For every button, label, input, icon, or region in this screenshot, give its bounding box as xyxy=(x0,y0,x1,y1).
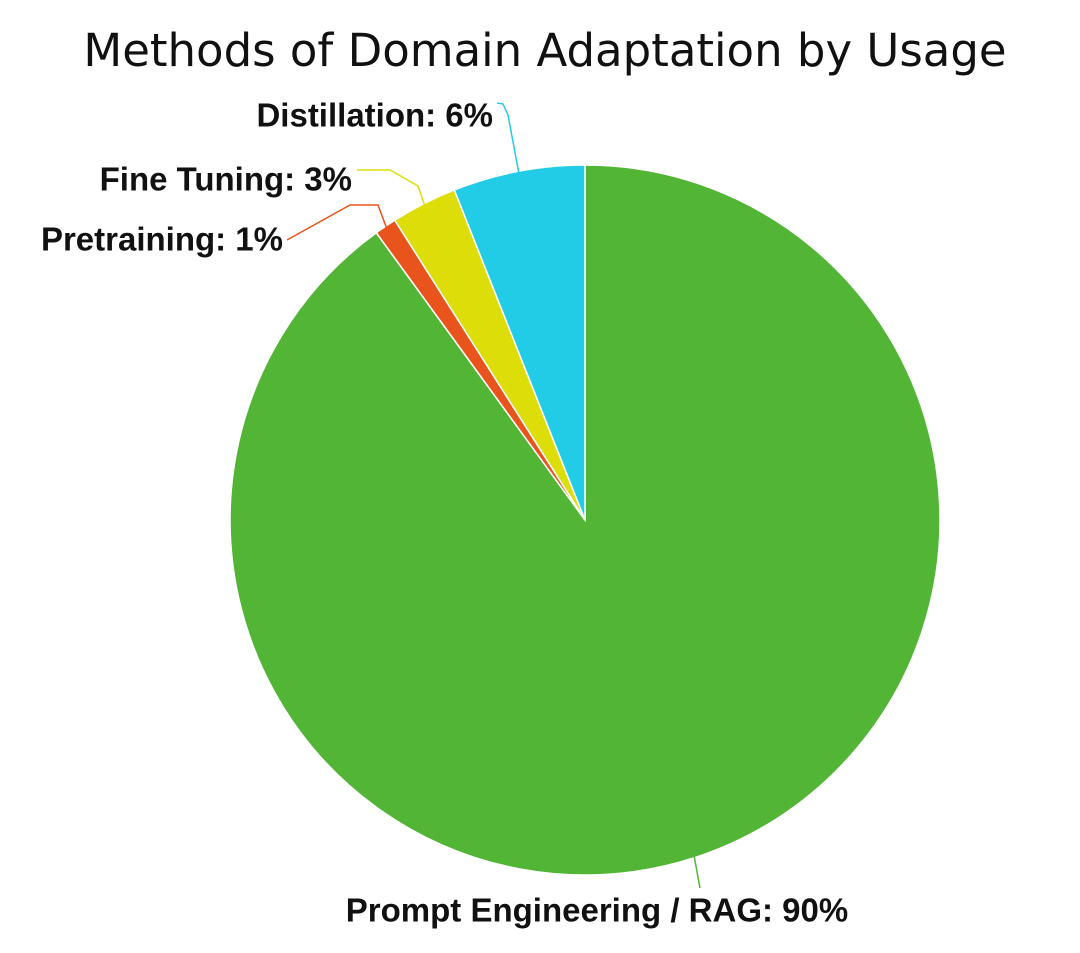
leader-line xyxy=(496,102,520,174)
slice-label: Distillation: 6% xyxy=(256,97,493,134)
slice-label: Prompt Engineering / RAG: 90% xyxy=(346,892,848,929)
slice-label: Pretraining: 1% xyxy=(41,221,283,258)
leader-line xyxy=(357,169,426,206)
chart-title: Methods of Domain Adaptation by Usage xyxy=(83,24,1006,77)
slice-label: Fine Tuning: 3% xyxy=(100,161,352,198)
leader-line xyxy=(286,204,388,241)
leader-line xyxy=(693,855,701,889)
